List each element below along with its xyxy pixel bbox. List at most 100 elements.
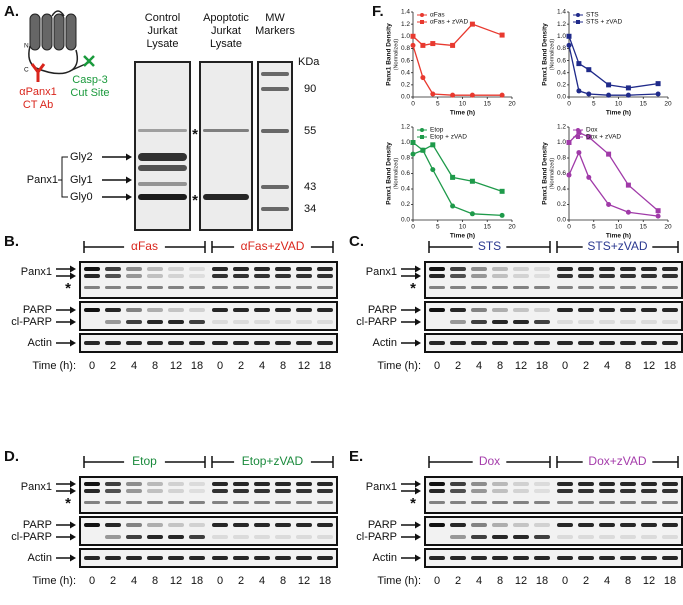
band <box>233 501 249 504</box>
band <box>450 482 466 486</box>
lane-header: Lysate <box>210 38 242 50</box>
blot-box <box>79 476 338 514</box>
series-line <box>568 45 659 96</box>
band <box>599 501 615 504</box>
band <box>620 482 636 486</box>
brace <box>58 156 68 198</box>
c-terminus: C <box>24 67 29 74</box>
protein-label: Panx1 <box>27 174 58 186</box>
bracket <box>83 456 206 468</box>
band <box>641 501 657 504</box>
band <box>450 535 466 539</box>
time-value: 0 <box>562 360 568 372</box>
x-tick-label: 15 <box>640 101 648 108</box>
band <box>168 489 184 493</box>
band <box>557 489 573 493</box>
band <box>168 556 184 560</box>
time-value: 0 <box>434 360 440 372</box>
band <box>317 267 333 271</box>
band <box>189 482 205 486</box>
marker <box>450 203 456 209</box>
band <box>147 341 163 345</box>
arrow-head <box>126 193 132 201</box>
band <box>492 501 508 504</box>
x-tick-label: 20 <box>664 224 672 231</box>
time-value: 0 <box>89 360 95 372</box>
panel-label: F. <box>372 3 384 20</box>
band <box>105 341 121 345</box>
time-value: 0 <box>89 575 95 587</box>
arrow-head <box>70 306 76 314</box>
time-value: 2 <box>583 575 589 587</box>
time-value: 4 <box>259 575 265 587</box>
band <box>275 523 291 527</box>
band <box>138 129 187 132</box>
band <box>317 482 333 486</box>
band <box>513 535 529 539</box>
x-tick-label: 5 <box>436 224 440 231</box>
time-value: 2 <box>238 360 244 372</box>
time-value: 8 <box>625 360 631 372</box>
legend-marker <box>420 13 424 17</box>
band <box>317 286 333 289</box>
band <box>105 523 121 527</box>
band <box>126 535 142 539</box>
time-value: 12 <box>643 575 655 587</box>
y-tick-label: 1.4 <box>557 9 566 16</box>
band <box>147 482 163 486</box>
marker <box>410 33 416 39</box>
band <box>254 274 270 278</box>
band <box>450 523 466 527</box>
marker <box>430 91 436 97</box>
y-tick-label: 0.2 <box>557 201 566 208</box>
band <box>254 489 270 493</box>
band <box>450 320 466 324</box>
band <box>261 207 289 211</box>
marker <box>625 182 631 188</box>
legend-label: αFas + zVAD <box>430 19 468 26</box>
row-label: Panx1 <box>366 481 397 493</box>
arrow-head <box>70 318 76 326</box>
band <box>296 341 312 345</box>
y-tick-label: 0.6 <box>557 57 566 64</box>
band <box>84 308 100 312</box>
band <box>429 274 445 278</box>
marker <box>625 85 631 91</box>
asterisk: * <box>410 280 416 297</box>
band <box>557 482 573 486</box>
y-tick-label: 1.0 <box>557 33 566 40</box>
marker <box>566 172 572 178</box>
band <box>662 320 678 324</box>
y-tick-label: 0.4 <box>401 69 410 76</box>
y-tick-label: 0.0 <box>557 94 566 101</box>
blot-box <box>424 301 683 331</box>
arrow-head <box>415 521 421 529</box>
band <box>168 341 184 345</box>
lane-header: Lysate <box>146 38 178 50</box>
y-tick-label: 0.4 <box>557 69 566 76</box>
time-value: 8 <box>280 360 286 372</box>
antibody-label: CT Ab <box>23 99 53 111</box>
band <box>557 341 573 345</box>
band <box>471 308 487 312</box>
band <box>168 274 184 278</box>
band <box>662 535 678 539</box>
band <box>189 267 205 271</box>
band <box>138 182 187 186</box>
x-tick-label: 0 <box>567 101 571 108</box>
band <box>105 286 121 289</box>
x-tick-label: 20 <box>664 101 672 108</box>
blot-box <box>424 333 683 353</box>
bracket <box>211 456 334 468</box>
y-axis-label: (Normalized) <box>549 39 555 71</box>
arrow-head <box>415 272 421 280</box>
blot-lane <box>134 61 191 231</box>
y-tick-label: 0.2 <box>401 201 410 208</box>
blot-box <box>424 516 683 546</box>
band <box>450 489 466 493</box>
band <box>189 320 205 324</box>
marker <box>606 151 612 157</box>
marker <box>469 211 475 217</box>
marker <box>566 42 572 48</box>
band <box>147 523 163 527</box>
